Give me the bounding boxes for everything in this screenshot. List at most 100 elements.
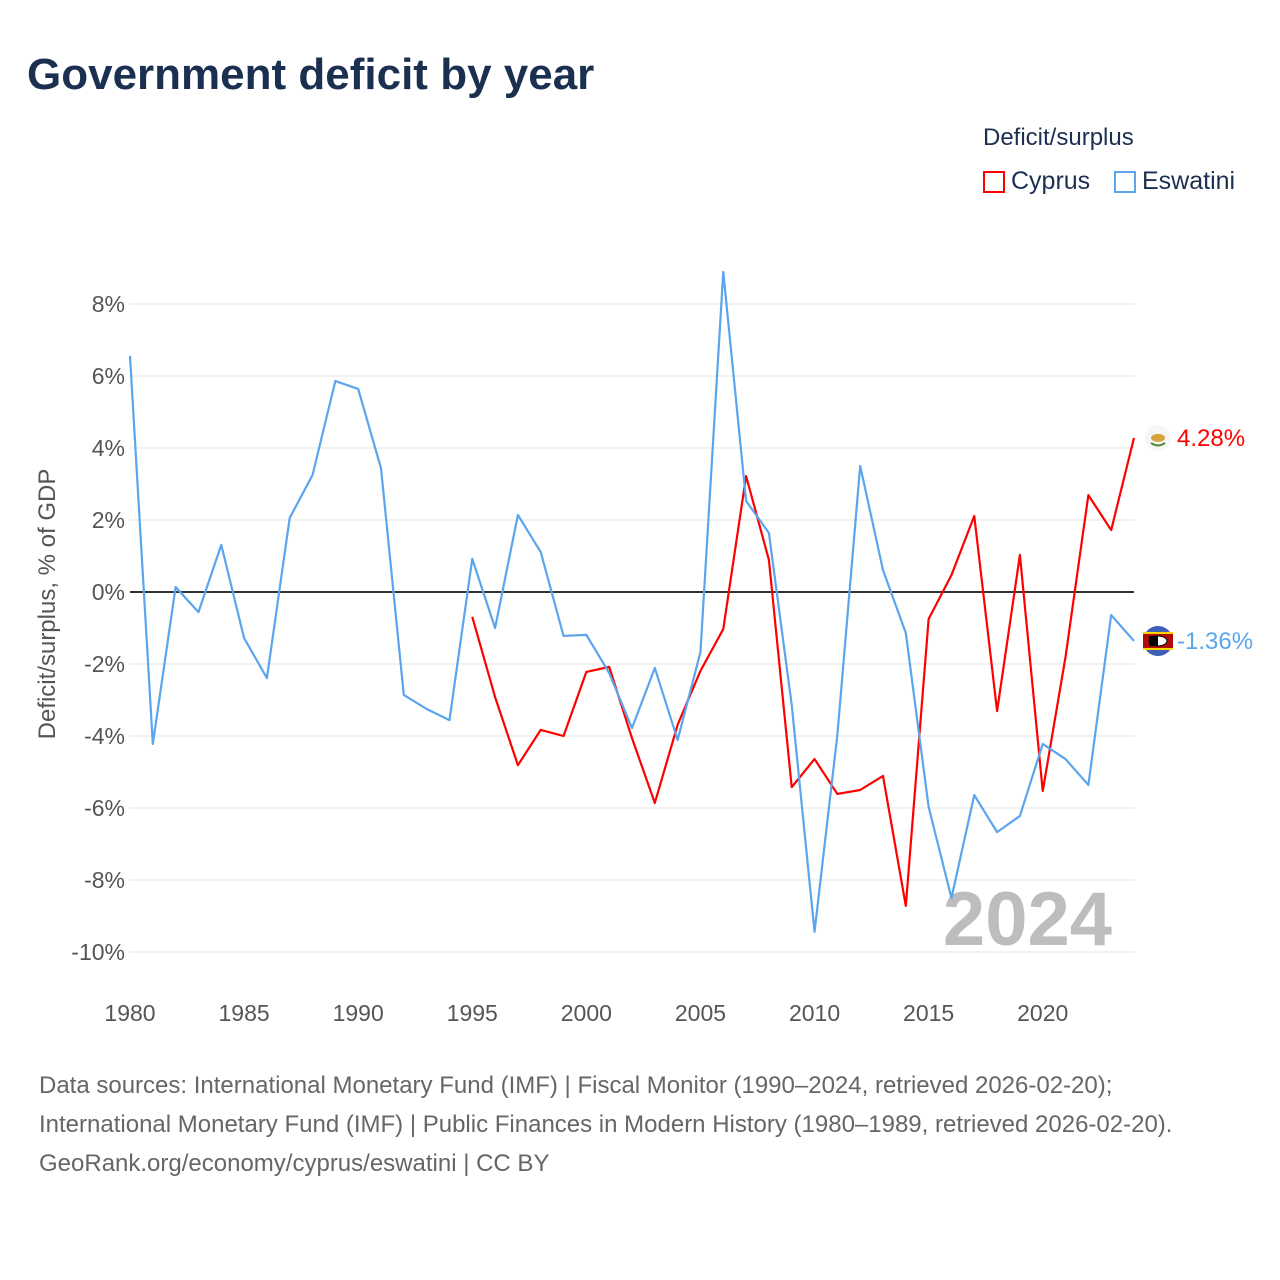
data-point-eswatini <box>128 354 132 358</box>
data-point-eswatini <box>1132 639 1136 643</box>
legend-item-eswatini[interactable]: Eswatini <box>1114 167 1235 196</box>
legend-title: Deficit/surplus <box>983 124 1134 151</box>
x-tick-label: 2015 <box>903 1000 954 1026</box>
data-point-cyprus <box>813 757 817 761</box>
data-point-eswatini <box>584 633 588 637</box>
data-point-eswatini <box>151 742 155 746</box>
data-point-eswatini <box>1064 757 1068 761</box>
data-point-eswatini <box>402 693 406 697</box>
data-point-cyprus <box>1132 436 1136 440</box>
data-point-eswatini <box>676 738 680 742</box>
data-point-cyprus <box>904 904 908 908</box>
data-point-eswatini <box>1086 783 1090 787</box>
legend-label: Eswatini <box>1142 167 1236 195</box>
data-point-eswatini <box>539 550 543 554</box>
data-point-eswatini <box>721 270 725 274</box>
data-point-cyprus <box>516 763 520 767</box>
flag-icon-cyprus <box>1145 424 1171 451</box>
data-point-cyprus <box>721 627 725 631</box>
x-tick-label: 2020 <box>1017 1000 1068 1026</box>
data-point-cyprus <box>653 801 657 805</box>
y-axis-label: Deficit/surplus, % of GDP <box>34 469 61 740</box>
x-tick-label: 1995 <box>447 1000 498 1026</box>
data-point-eswatini <box>790 703 794 707</box>
legend-label: Cyprus <box>1011 167 1091 195</box>
data-point-cyprus <box>949 573 953 577</box>
x-tick-label: 2000 <box>561 1000 612 1026</box>
data-point-eswatini <box>858 464 862 468</box>
attribution-link[interactable]: GeoRank.org/economy/cyprus/eswatini | CC… <box>39 1150 550 1177</box>
data-point-cyprus <box>1041 789 1045 793</box>
data-point-eswatini <box>1041 742 1045 746</box>
data-point-cyprus <box>1018 553 1022 557</box>
data-point-cyprus <box>881 774 885 778</box>
data-point-eswatini <box>995 830 999 834</box>
data-point-cyprus <box>972 514 976 518</box>
data-point-cyprus <box>562 734 566 738</box>
chart-title: Government deficit by year <box>27 50 595 99</box>
series-line-eswatini <box>128 270 1135 933</box>
data-point-eswatini <box>493 626 497 630</box>
data-point-eswatini <box>516 513 520 517</box>
legend-swatch-cyprus <box>983 170 1005 193</box>
data-point-eswatini <box>767 531 771 535</box>
data-point-eswatini <box>379 466 383 470</box>
data-point-eswatini <box>333 379 337 383</box>
data-point-eswatini <box>265 676 269 680</box>
data-point-eswatini <box>311 473 315 477</box>
data-point-cyprus <box>767 558 771 562</box>
series-line-cyprus <box>471 437 1136 908</box>
data-point-cyprus <box>927 617 931 621</box>
data-point-cyprus <box>858 788 862 792</box>
x-tick-label: 1990 <box>333 1000 384 1026</box>
data-sources: Data sources: International Monetary Fun… <box>39 1066 1239 1183</box>
y-tick-label: 4% <box>92 435 125 461</box>
data-point-cyprus <box>790 785 794 789</box>
data-point-eswatini <box>744 499 748 503</box>
data-point-eswatini <box>927 805 931 809</box>
data-point-eswatini <box>356 387 360 391</box>
data-point-eswatini <box>835 733 839 737</box>
data-point-eswatini <box>562 634 566 638</box>
data-point-eswatini <box>242 636 246 640</box>
legend-item-cyprus[interactable]: Cyprus <box>983 167 1090 196</box>
data-point-eswatini <box>813 930 817 934</box>
data-point-cyprus <box>1086 493 1090 497</box>
y-tick-label: -6% <box>84 795 125 821</box>
legend-swatch-eswatini <box>1114 170 1136 193</box>
line-chart: 8% 6% 4% 2% 0% -2% -4% -6% -8% -10% 1980 1985 1990 19… <box>34 270 1253 1026</box>
data-point-cyprus <box>676 723 680 727</box>
data-point-cyprus <box>835 792 839 796</box>
data-point-cyprus <box>607 665 611 669</box>
data-point-cyprus <box>493 695 497 699</box>
data-point-eswatini <box>698 650 702 654</box>
data-point-eswatini <box>653 666 657 670</box>
data-point-eswatini <box>288 516 292 520</box>
data-point-cyprus <box>698 669 702 673</box>
y-tick-label: -8% <box>84 867 125 893</box>
y-tick-label: 6% <box>92 363 125 389</box>
y-tick-label: 8% <box>92 291 125 317</box>
data-point-eswatini <box>196 610 200 614</box>
y-tick-label: 2% <box>92 507 125 533</box>
y-tick-label: -2% <box>84 651 125 677</box>
data-point-cyprus <box>584 670 588 674</box>
x-tick-label: 1985 <box>219 1000 270 1026</box>
data-point-eswatini <box>219 543 223 547</box>
data-point-eswatini <box>630 726 634 730</box>
end-value-label-eswatini: -1.36% <box>1177 628 1253 655</box>
x-tick-label: 1980 <box>104 1000 155 1026</box>
y-tick-label: -10% <box>71 939 125 965</box>
data-point-eswatini <box>972 793 976 797</box>
x-tick-label: 2010 <box>789 1000 840 1026</box>
data-point-cyprus <box>995 709 999 713</box>
data-point-eswatini <box>470 557 474 561</box>
data-point-eswatini <box>174 585 178 589</box>
data-point-eswatini <box>1109 613 1113 617</box>
data-point-eswatini <box>607 671 611 675</box>
y-tick-label: 0% <box>92 579 125 605</box>
data-point-eswatini <box>1018 814 1022 818</box>
data-point-eswatini <box>904 631 908 635</box>
end-value-label-cyprus: 4.28% <box>1177 425 1245 452</box>
y-tick-label: -4% <box>84 723 125 749</box>
